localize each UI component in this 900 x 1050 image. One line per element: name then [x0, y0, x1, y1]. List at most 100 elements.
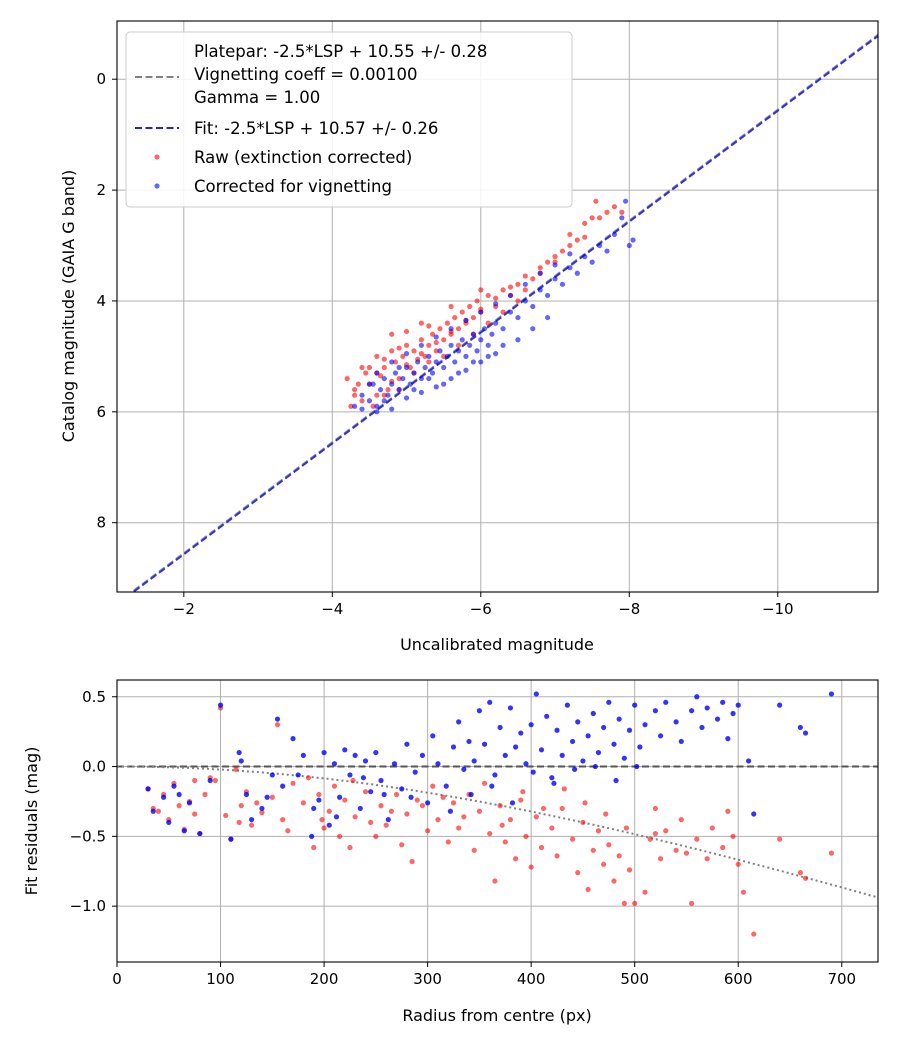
bottom-x-tick-label: 400 [517, 970, 546, 988]
raw-point [418, 320, 424, 326]
corrected-residual-point [373, 749, 379, 756]
raw-point [426, 359, 432, 365]
raw-point [374, 392, 380, 398]
corrected-residual-point [145, 786, 151, 792]
corrected-residual-point [569, 738, 576, 745]
top-x-tick-label: −10 [762, 600, 794, 618]
corrected-residual-point [176, 791, 182, 798]
raw-residual-point [285, 828, 291, 834]
raw-point [348, 403, 354, 409]
corrected-point [396, 364, 402, 371]
raw-point [530, 276, 536, 282]
corrected-point [481, 326, 488, 332]
raw-residual-point [611, 878, 617, 884]
raw-residual-point [319, 817, 325, 823]
raw-point [381, 364, 387, 371]
corrected-residual-point [321, 749, 327, 756]
raw-point [437, 326, 443, 332]
corrected-point [507, 309, 514, 315]
corrected-residual-point [160, 794, 167, 800]
raw-point [411, 348, 417, 354]
corrected-residual-point [362, 758, 369, 764]
corrected-point [537, 270, 543, 276]
raw-point [459, 309, 465, 315]
corrected-residual-point [186, 800, 193, 806]
corrected-residual-point [290, 736, 296, 742]
corrected-point [389, 359, 395, 365]
raw-residual-point [497, 803, 503, 809]
raw-point [422, 353, 428, 359]
corrected-residual-point [412, 769, 418, 775]
corrected-point [411, 370, 417, 376]
raw-point [392, 359, 399, 365]
corrected-residual-point [564, 702, 570, 708]
corrected-residual-point [337, 794, 343, 800]
corrected-point [622, 198, 629, 204]
legend-corrected-marker [154, 183, 160, 189]
corrected-point [478, 359, 484, 365]
corrected-point [426, 375, 432, 382]
corrected-residual-point [166, 819, 172, 825]
raw-residual-point [663, 828, 669, 834]
legend-corrected-label: Corrected for vignetting [194, 177, 392, 196]
raw-residual-point [523, 833, 529, 839]
raw-residual-point [233, 766, 239, 772]
raw-residual-point [362, 789, 369, 795]
raw-residual-point [740, 889, 747, 895]
corrected-residual-point [673, 719, 679, 725]
corrected-residual-point [309, 833, 315, 839]
corrected-point [485, 342, 491, 348]
corrected-point [366, 398, 373, 404]
bottom-x-axis-label: Radius from centre (px) [402, 1006, 591, 1025]
corrected-residual-point [704, 705, 710, 711]
raw-residual-point [689, 900, 695, 906]
raw-residual-point [202, 791, 208, 798]
raw-point [582, 220, 588, 226]
raw-residual-point [632, 900, 638, 906]
corrected-residual-point [606, 699, 612, 705]
raw-point [355, 381, 361, 387]
raw-residual-point [347, 844, 353, 851]
raw-point [537, 265, 543, 271]
top-x-tick-label: −2 [173, 600, 195, 618]
raw-point [396, 375, 402, 382]
corrected-residual-point [269, 772, 275, 778]
raw-point [396, 345, 402, 351]
corrected-point [370, 381, 376, 387]
bottom-y-axis-label: Fit residuals (mag) [22, 747, 41, 896]
corrected-residual-point [751, 811, 757, 817]
corrected-residual-point [592, 763, 598, 770]
corrected-point [403, 364, 410, 371]
top-y-tick-label: 0 [96, 70, 106, 88]
corrected-point [537, 287, 543, 293]
corrected-residual-point [497, 724, 503, 731]
corrected-residual-point [595, 749, 602, 756]
raw-point [385, 387, 391, 393]
legend-raw-marker [154, 154, 160, 160]
corrected-residual-point [391, 761, 398, 767]
corrected-point [493, 301, 499, 307]
raw-point [366, 364, 373, 371]
raw-point [426, 342, 432, 348]
corrected-residual-point [652, 708, 658, 714]
corrected-point [433, 334, 439, 340]
raw-residual-point [725, 808, 731, 814]
corrected-residual-point [347, 772, 353, 778]
corrected-residual-point [694, 694, 700, 700]
raw-residual-point [352, 814, 358, 820]
corrected-residual-point [611, 741, 617, 747]
corrected-point [463, 317, 469, 323]
corrected-residual-point [518, 730, 524, 736]
corrected-residual-point [530, 769, 536, 775]
raw-point [433, 348, 439, 354]
corrected-residual-point [333, 814, 340, 820]
raw-point [522, 287, 528, 293]
corrected-point [418, 375, 424, 382]
bottom-x-tick-label: 0 [112, 970, 122, 988]
corrected-residual-point [236, 749, 242, 756]
raw-point [567, 242, 573, 249]
raw-residual-point [802, 875, 809, 881]
corrected-residual-point [538, 747, 545, 753]
corrected-point [478, 309, 484, 315]
corrected-point [507, 292, 514, 299]
